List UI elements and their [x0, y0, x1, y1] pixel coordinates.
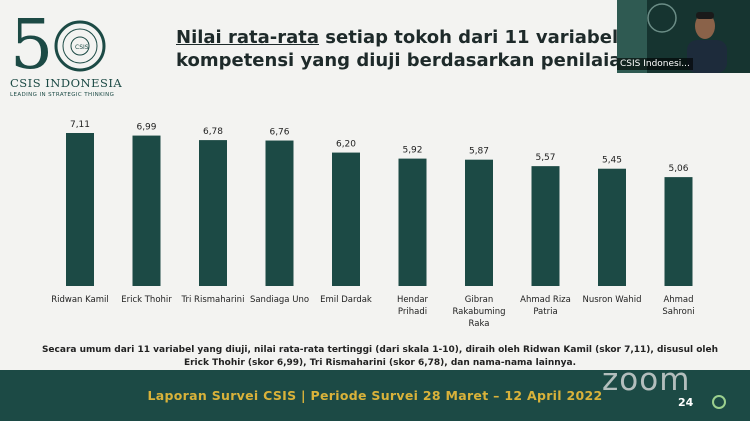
category-label: Sahroni — [662, 307, 694, 317]
participant-name-label: CSIS Indonesi... — [617, 58, 693, 70]
data-label: 7,11 — [70, 120, 90, 130]
category-label: Patria — [533, 307, 557, 317]
csis-50-emblem-icon: 5 CSIS — [10, 6, 106, 76]
zoom-logo-icon — [712, 395, 726, 409]
csis-logo: 5 CSIS CSIS INDONESIA LEADING IN STRATEG… — [8, 6, 158, 101]
data-label: 6,99 — [136, 123, 156, 133]
data-label: 5,45 — [602, 156, 622, 166]
title-underlined: Nilai rata-rata — [176, 27, 320, 48]
category-label: Ahmad — [663, 295, 693, 305]
data-label: 6,76 — [269, 128, 289, 138]
page-number: 24 — [678, 396, 694, 409]
bar — [199, 140, 227, 286]
category-label: Raka — [469, 319, 490, 329]
category-label: Sandiaga Uno — [250, 295, 309, 305]
caption-line-1: Secara umum dari 11 variabel yang diuji,… — [41, 345, 719, 355]
category-label: Gibran — [465, 295, 493, 305]
title-rest: setiap tokoh dari 11 variabel — [319, 27, 619, 48]
data-label: 5,57 — [535, 153, 555, 163]
category-label: Erick Thohir — [121, 295, 172, 305]
footer-text: Laporan Survei CSIS | Periode Survei 28 … — [147, 388, 603, 403]
category-label: Nusron Wahid — [583, 295, 642, 305]
category-label: Ahmad Riza — [520, 295, 571, 305]
category-label: Emil Dardak — [320, 295, 372, 305]
bar — [664, 177, 693, 286]
bar — [66, 133, 94, 286]
bar-chart-svg: 7,11 Ridwan Kamil 6,99 Erick Thohir 6,78 Tri … — [51, 120, 694, 329]
title-line-2: kompetensi yang diuji berdasarkan penila… — [176, 50, 646, 71]
data-label: 5,92 — [402, 146, 422, 156]
data-label: 6,78 — [203, 127, 223, 137]
category-label: Hendar — [397, 295, 429, 305]
bar — [465, 159, 493, 286]
category-label: Ridwan Kamil — [51, 295, 109, 305]
bar — [265, 140, 294, 286]
bar — [398, 158, 427, 286]
slide-caption: Secara umum dari 11 variabel yang diuji,… — [40, 344, 720, 370]
zoom-watermark: zoom — [602, 362, 691, 398]
svg-text:CSIS: CSIS — [75, 44, 89, 51]
category-label: Rakabuming — [452, 307, 505, 317]
slide-title: Nilai rata-rata setiap tokoh dari 11 var… — [176, 26, 646, 72]
category-label: Prihadi — [398, 307, 427, 317]
bar — [598, 168, 626, 286]
logo-name: CSIS INDONESIA — [10, 76, 123, 90]
slide-footer — [0, 370, 750, 421]
category-label: Tri Rismaharini — [181, 295, 245, 305]
bar-chart: 7,11 Ridwan Kamil 6,99 Erick Thohir 6,78 Tri … — [0, 100, 750, 340]
data-label: 6,20 — [336, 140, 356, 150]
svg-text:5: 5 — [10, 6, 53, 76]
bar — [531, 166, 560, 286]
caption-line-2: Erick Thohir (skor 6,99), Tri Rismaharin… — [183, 358, 577, 368]
bar — [132, 135, 161, 286]
data-label: 5,87 — [469, 147, 489, 157]
bar — [332, 152, 360, 286]
participant-video[interactable] — [617, 0, 750, 73]
data-label: 5,06 — [668, 164, 688, 174]
logo-tagline: LEADING IN STRATEGIC THINKING — [10, 92, 115, 98]
